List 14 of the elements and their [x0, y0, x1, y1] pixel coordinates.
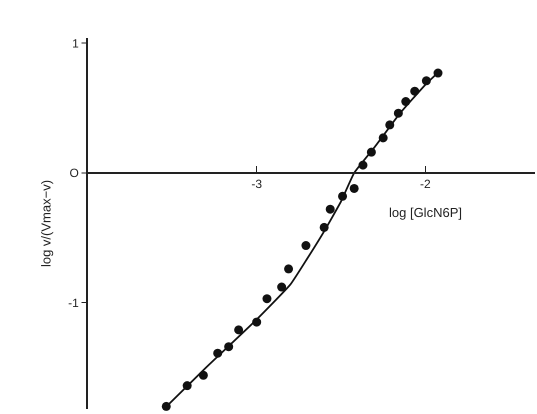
y-tick-label: 1: [72, 36, 80, 50]
x-tick-label: -2: [420, 177, 432, 192]
y-tick-label: -1: [68, 296, 80, 310]
point: [350, 184, 359, 193]
point: [262, 294, 272, 304]
x-axis-title: log [GlcN6P]: [389, 205, 462, 220]
x-tick-label: -3: [251, 177, 262, 192]
point: [284, 264, 294, 274]
y-axis-title: log v/(Vmax−v): [38, 180, 54, 268]
point: [234, 325, 244, 334]
point: [326, 204, 335, 214]
point: [277, 282, 286, 292]
y-tick-label: O: [70, 166, 79, 180]
point: [301, 241, 310, 250]
